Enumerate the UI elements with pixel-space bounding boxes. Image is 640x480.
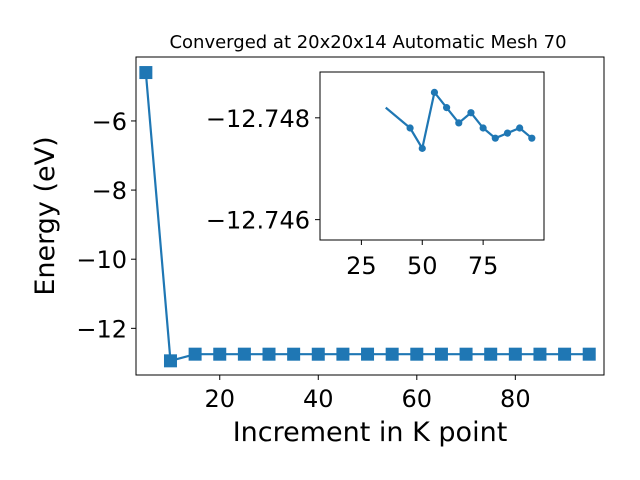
energy-point-marker [484, 347, 498, 361]
inset-point-marker [516, 124, 524, 132]
x-tick-label: 20 [204, 385, 235, 413]
inset-entry-line [385, 106, 411, 129]
inset-point-marker [418, 144, 426, 152]
inset-point-marker [528, 134, 536, 142]
y-axis-label: Energy (eV) [30, 136, 61, 295]
y-tick-label: −12 [76, 315, 127, 343]
energy-point-marker [582, 347, 596, 361]
energy-point-marker [213, 347, 227, 361]
chart-title: Converged at 20x20x14 Automatic Mesh 70 [169, 32, 566, 53]
inset-point-marker [503, 129, 512, 137]
energy-point-marker [336, 347, 350, 361]
main-axes-frame [135, 56, 605, 376]
energy-point-marker [139, 66, 153, 80]
y-tick-label: −8 [92, 177, 127, 205]
inset-point-marker [467, 109, 475, 117]
inset-point-marker [491, 134, 499, 142]
energy-point-marker [311, 347, 325, 361]
energy-point-marker [361, 347, 375, 361]
energy-point-marker [410, 347, 424, 361]
energy-point-marker [459, 347, 473, 361]
x-tick-label: 80 [500, 385, 531, 413]
energy-point-marker [237, 347, 251, 361]
inset-axis-ticks: 25 50 75 −12.748 −12.746 [206, 105, 498, 280]
inset-y-tick-label: −12.748 [206, 105, 310, 133]
energy-point-marker [533, 347, 547, 361]
inset-point-marker [455, 119, 463, 127]
x-axis-label: Increment in K point [233, 417, 508, 448]
y-tick-label: −10 [76, 246, 127, 274]
energy-point-marker [287, 347, 301, 361]
inset-x-tick-label: 75 [468, 252, 499, 280]
energy-point-marker [558, 347, 572, 361]
inset-y-tick-label: −12.746 [206, 207, 310, 235]
inset-axes-frame [319, 71, 545, 241]
energy-point-marker [385, 347, 399, 361]
inset-plot-area: 25 50 75 −12.748 −12.746 [206, 71, 545, 280]
inset-point-marker [406, 124, 414, 132]
inset-point-marker [479, 124, 487, 132]
x-tick-label: 60 [402, 385, 433, 413]
energy-point-marker [188, 347, 202, 361]
x-tick-label: 40 [303, 385, 334, 413]
inset-x-tick-label: 50 [407, 252, 438, 280]
inset-background [320, 72, 544, 240]
inset-series [385, 88, 536, 152]
inset-point-marker [430, 88, 439, 96]
main-series [139, 66, 596, 368]
energy-point-marker [262, 347, 276, 361]
y-tick-label: −6 [92, 108, 127, 136]
inset-point-marker [443, 104, 451, 112]
main-axis-ticks: 20 40 60 80 −12 −10 −8 −6 [76, 108, 530, 413]
energy-point-marker [434, 347, 448, 361]
energy-point-marker [163, 354, 177, 368]
inset-x-tick-label: 25 [346, 252, 377, 280]
main-plot-area: Converged at 20x20x14 Automatic Mesh 70 … [30, 32, 605, 448]
energy-point-marker [508, 347, 522, 361]
